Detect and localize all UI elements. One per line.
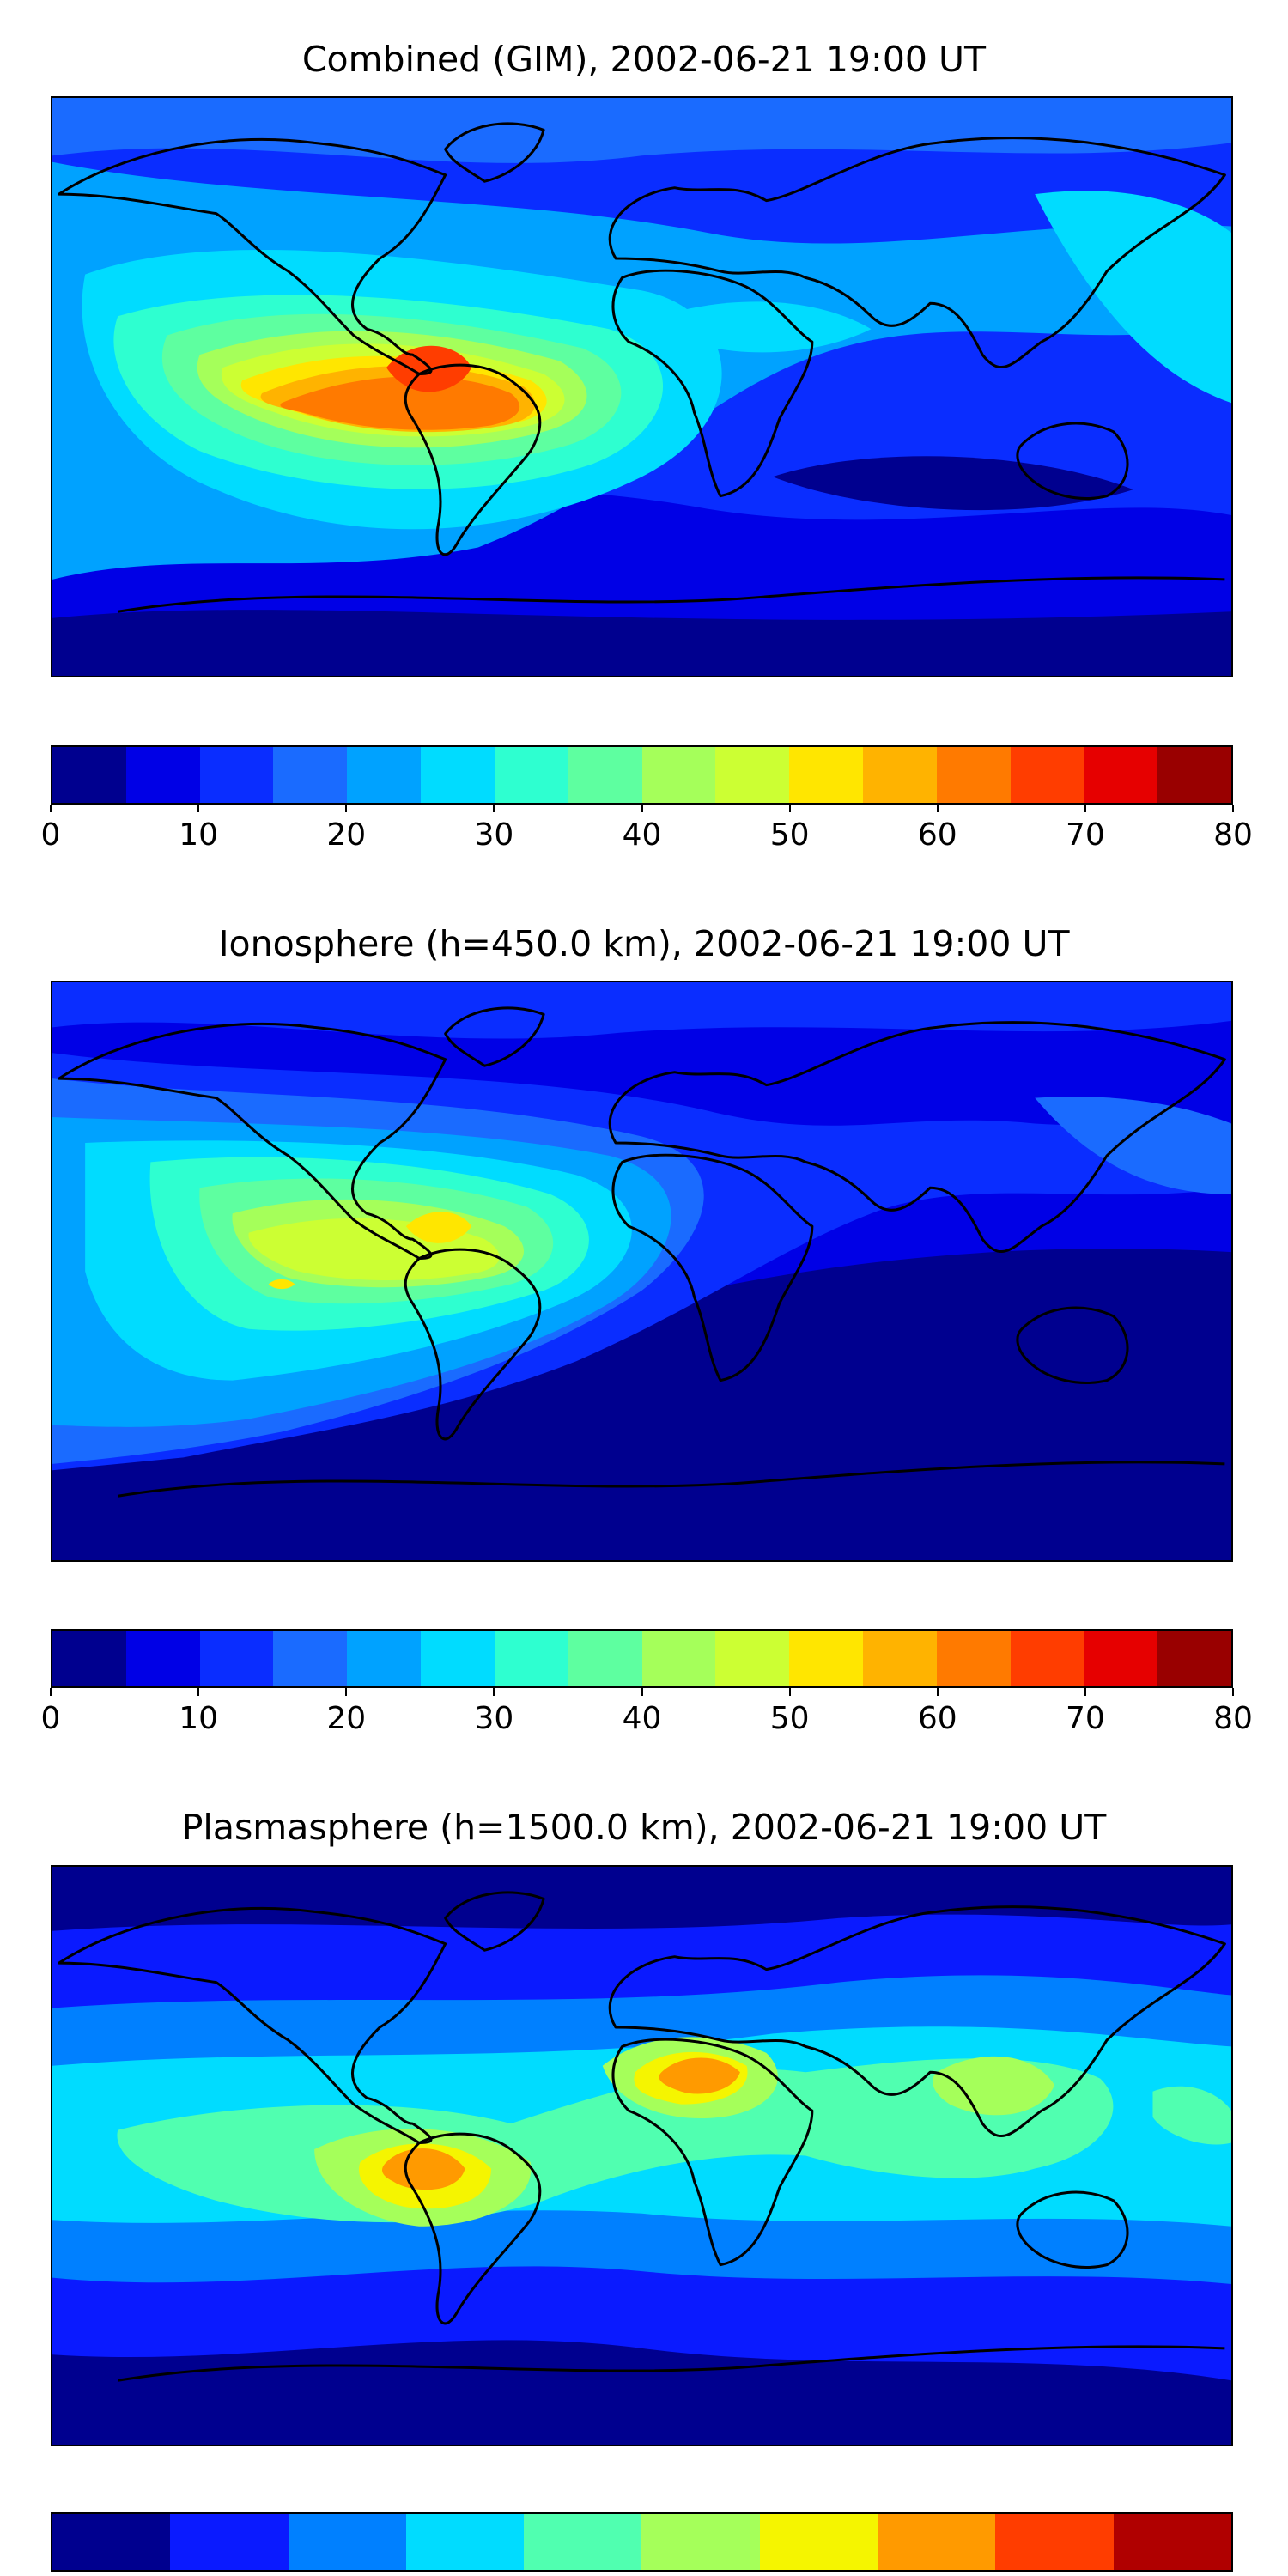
colorbar-segment — [494, 747, 568, 803]
colorbar-tick — [345, 805, 348, 812]
colorbar-segment — [641, 2514, 760, 2570]
colorbar-segment — [862, 747, 937, 803]
colorbar-segment — [715, 747, 790, 803]
colorbar-segment — [421, 1631, 495, 1686]
colorbar-tick-label: 30 — [474, 1701, 514, 1736]
colorbar-segment — [878, 2514, 996, 2570]
panel-title-ionosphere: Ionosphere (h=450.0 km), 2002-06-21 19:0… — [218, 923, 1070, 964]
colorbar-tick — [493, 1688, 495, 1696]
colorbar-ticks-ionosphere: 0 10 20 30 40 50 60 70 80 — [41, 1688, 1253, 1740]
colorbar-tick-label: 20 — [326, 1701, 367, 1736]
colorbar-segment — [199, 1631, 274, 1686]
colorbar-tick-label: 40 — [622, 817, 662, 853]
colorbar-tick-label: 80 — [1213, 817, 1253, 853]
colorbar-ticks-combined: 0 10 20 30 40 50 60 70 80 — [41, 805, 1253, 856]
colorbar-tick — [1232, 805, 1234, 812]
colorbar-tick-label: 50 — [769, 1701, 810, 1736]
colorbar-segment — [715, 1631, 790, 1686]
colorbar-segment — [641, 747, 716, 803]
colorbar-segment — [494, 1631, 568, 1686]
colorbar-segment — [52, 1631, 126, 1686]
colorbar-segment — [641, 1631, 716, 1686]
colorbar-tick-label: 60 — [917, 817, 957, 853]
colorbar-segment — [170, 2514, 289, 2570]
colorbar-segment — [273, 1631, 348, 1686]
colorbar-tick-label: 60 — [917, 1701, 957, 1736]
colorbar-tick — [641, 805, 643, 812]
colorbar-segment — [524, 2514, 642, 2570]
colorbar-tick — [788, 805, 791, 812]
colorbar-segment — [125, 747, 200, 803]
colorbar-tick-label: 10 — [179, 817, 219, 853]
colorbar-segment — [936, 747, 1011, 803]
map-plasmasphere — [51, 1865, 1233, 2446]
colorbar-segment — [1084, 747, 1158, 803]
colorbar-segment — [862, 1631, 937, 1686]
colorbar-segment — [273, 747, 348, 803]
colorbar-segment — [1157, 1631, 1231, 1686]
colorbar-tick-label: 10 — [179, 1701, 219, 1736]
panel-title-combined: Combined (GIM), 2002-06-21 19:00 UT — [301, 39, 987, 80]
colorbar-segment — [1084, 1631, 1158, 1686]
colorbar-segment — [568, 747, 642, 803]
colorbar-ionosphere — [51, 1629, 1233, 1688]
colorbar-plasmasphere — [51, 2512, 1233, 2572]
colorbar-segment — [199, 747, 274, 803]
colorbar-segment — [1010, 747, 1084, 803]
colorbar-segment — [1113, 2514, 1231, 2570]
colorbar-tick — [788, 1688, 791, 1696]
colorbar-tick — [493, 805, 495, 812]
colorbar-segment — [1157, 747, 1231, 803]
colorbar-tick — [197, 805, 200, 812]
colorbar-tick — [50, 805, 52, 812]
colorbar-tick — [936, 1688, 939, 1696]
colorbar-segment — [759, 2514, 878, 2570]
colorbar-tick — [50, 1688, 52, 1696]
colorbar-segment — [421, 747, 495, 803]
colorbar-segment — [52, 2514, 171, 2570]
colorbar-segment — [347, 1631, 422, 1686]
colorbar-tick-label: 30 — [474, 817, 514, 853]
colorbar-segment — [347, 747, 422, 803]
colorbar-tick-label: 0 — [40, 817, 61, 853]
colorbar-tick — [641, 1688, 643, 1696]
colorbar-segment — [789, 747, 863, 803]
colorbar-tick-label: 70 — [1065, 817, 1105, 853]
colorbar-tick — [936, 805, 939, 812]
colorbar-segment — [568, 1631, 642, 1686]
colorbar-tick-label: 50 — [769, 817, 810, 853]
colorbar-segment — [125, 1631, 200, 1686]
colorbar-tick-label: 80 — [1213, 1701, 1253, 1736]
colorbar-segment — [789, 1631, 863, 1686]
map-combined — [51, 96, 1233, 677]
colorbar-segment — [405, 2514, 525, 2570]
colorbar-tick-label: 0 — [40, 1701, 61, 1736]
colorbar-tick-label: 40 — [622, 1701, 662, 1736]
colorbar-tick-label: 20 — [326, 817, 367, 853]
colorbar-segment — [995, 2514, 1114, 2570]
colorbar-combined — [51, 745, 1233, 805]
colorbar-tick — [197, 1688, 200, 1696]
colorbar-segment — [52, 747, 126, 803]
colorbar-tick — [1232, 1688, 1234, 1696]
colorbar-segment — [288, 2514, 406, 2570]
colorbar-tick — [345, 1688, 348, 1696]
map-ionosphere — [51, 981, 1233, 1562]
colorbar-tick — [1084, 805, 1086, 812]
panel-title-plasmasphere: Plasmasphere (h=1500.0 km), 2002-06-21 1… — [181, 1807, 1107, 1848]
colorbar-tick-label: 70 — [1065, 1701, 1105, 1736]
colorbar-tick — [1084, 1688, 1086, 1696]
colorbar-segment — [936, 1631, 1011, 1686]
colorbar-segment — [1010, 1631, 1084, 1686]
